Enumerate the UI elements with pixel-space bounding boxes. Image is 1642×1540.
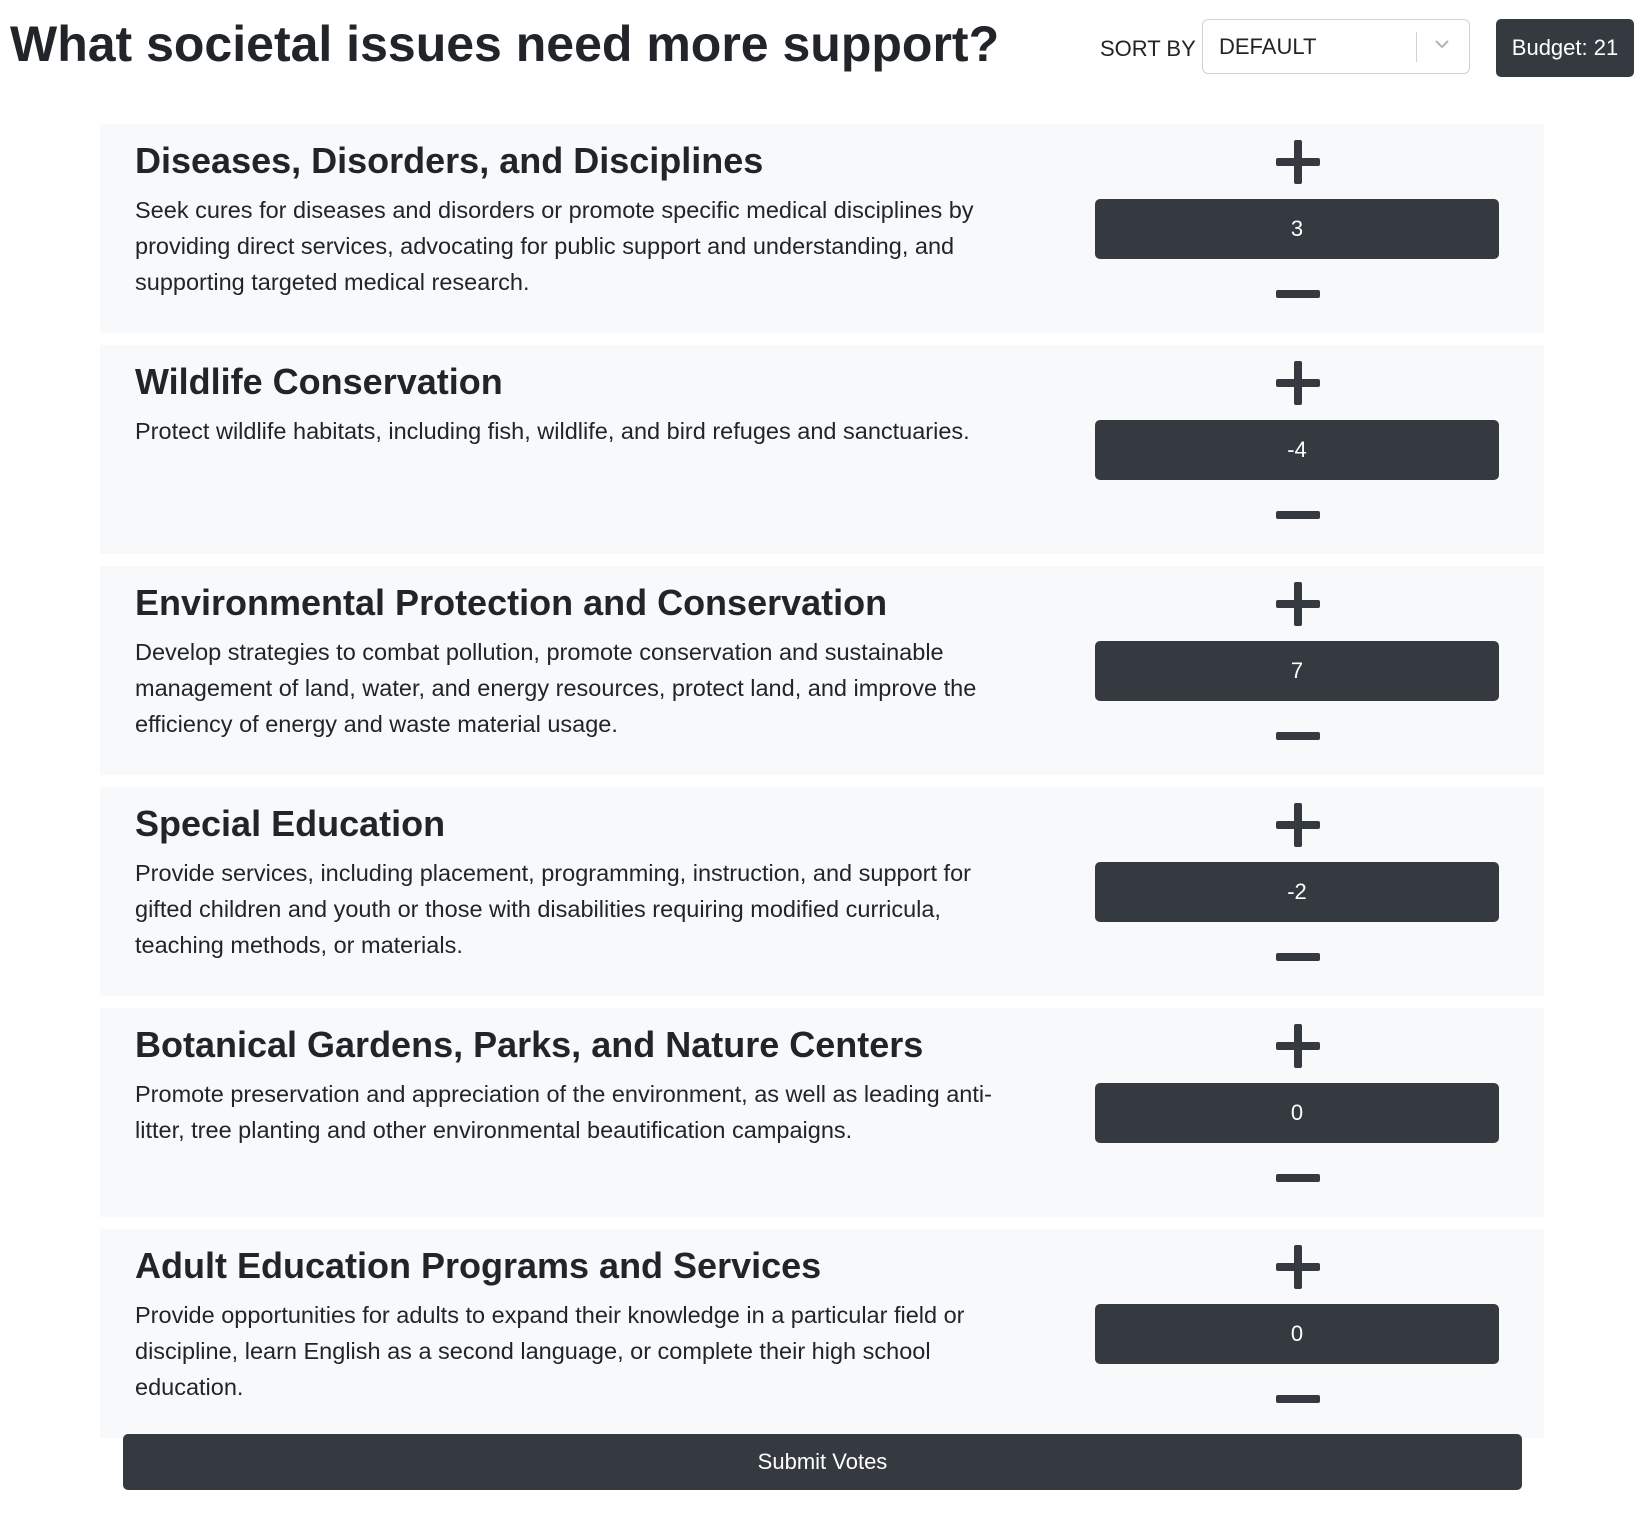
sort-by-label: SORT BY — [1100, 36, 1196, 61]
increase-vote-button[interactable] — [1275, 1023, 1321, 1069]
issue-title: Diseases, Disorders, and Disciplines — [135, 140, 764, 181]
issue-card: Special Education Provide services, incl… — [100, 787, 1544, 996]
sort-select-divider — [1416, 32, 1417, 62]
page-title: What societal issues need more support? — [10, 16, 1000, 72]
decrease-vote-button[interactable] — [1275, 724, 1321, 748]
increase-vote-button[interactable] — [1275, 581, 1321, 627]
decrease-vote-button[interactable] — [1275, 1166, 1321, 1190]
issue-card: Diseases, Disorders, and Disciplines See… — [100, 124, 1544, 333]
vote-count: -4 — [1095, 420, 1499, 480]
issue-title: Adult Education Programs and Services — [135, 1245, 822, 1286]
issue-list: Diseases, Disorders, and Disciplines See… — [100, 124, 1544, 1450]
vote-count: 7 — [1095, 641, 1499, 701]
vote-count: 3 — [1095, 199, 1499, 259]
issue-card: Botanical Gardens, Parks, and Nature Cen… — [100, 1008, 1544, 1217]
issue-title: Special Education — [135, 803, 446, 844]
decrease-vote-button[interactable] — [1275, 945, 1321, 969]
issue-description: Provide services, including placement, p… — [135, 860, 971, 958]
vote-count: 0 — [1095, 1083, 1499, 1143]
issue-description: Promote preservation and appreciation of… — [135, 1081, 992, 1143]
increase-vote-button[interactable] — [1275, 802, 1321, 848]
sort-select-value: DEFAULT — [1219, 34, 1317, 59]
vote-count: 0 — [1095, 1304, 1499, 1364]
vote-count: -2 — [1095, 862, 1499, 922]
issue-description: Protect wildlife habitats, including fis… — [135, 418, 970, 444]
increase-vote-button[interactable] — [1275, 360, 1321, 406]
increase-vote-button[interactable] — [1275, 1244, 1321, 1290]
issue-title: Wildlife Conservation — [135, 361, 503, 402]
sort-select[interactable]: DEFAULT — [1202, 19, 1470, 74]
issue-card: Wildlife Conservation Protect wildlife h… — [100, 345, 1544, 554]
decrease-vote-button[interactable] — [1275, 1387, 1321, 1411]
issue-description: Provide opportunities for adults to expa… — [135, 1302, 965, 1400]
issue-title: Environmental Protection and Conservatio… — [135, 582, 888, 623]
issue-description: Seek cures for diseases and disorders or… — [135, 197, 974, 295]
issue-title: Botanical Gardens, Parks, and Nature Cen… — [135, 1024, 924, 1065]
issue-card: Adult Education Programs and Services Pr… — [100, 1229, 1544, 1438]
decrease-vote-button[interactable] — [1275, 282, 1321, 306]
issue-description: Develop strategies to combat pollution, … — [135, 639, 977, 737]
issue-card: Environmental Protection and Conservatio… — [100, 566, 1544, 775]
chevron-down-icon[interactable] — [1433, 35, 1451, 53]
decrease-vote-button[interactable] — [1275, 503, 1321, 527]
increase-vote-button[interactable] — [1275, 139, 1321, 185]
submit-votes-button[interactable]: Submit Votes — [123, 1434, 1522, 1490]
budget-badge: Budget: 21 — [1496, 19, 1634, 77]
